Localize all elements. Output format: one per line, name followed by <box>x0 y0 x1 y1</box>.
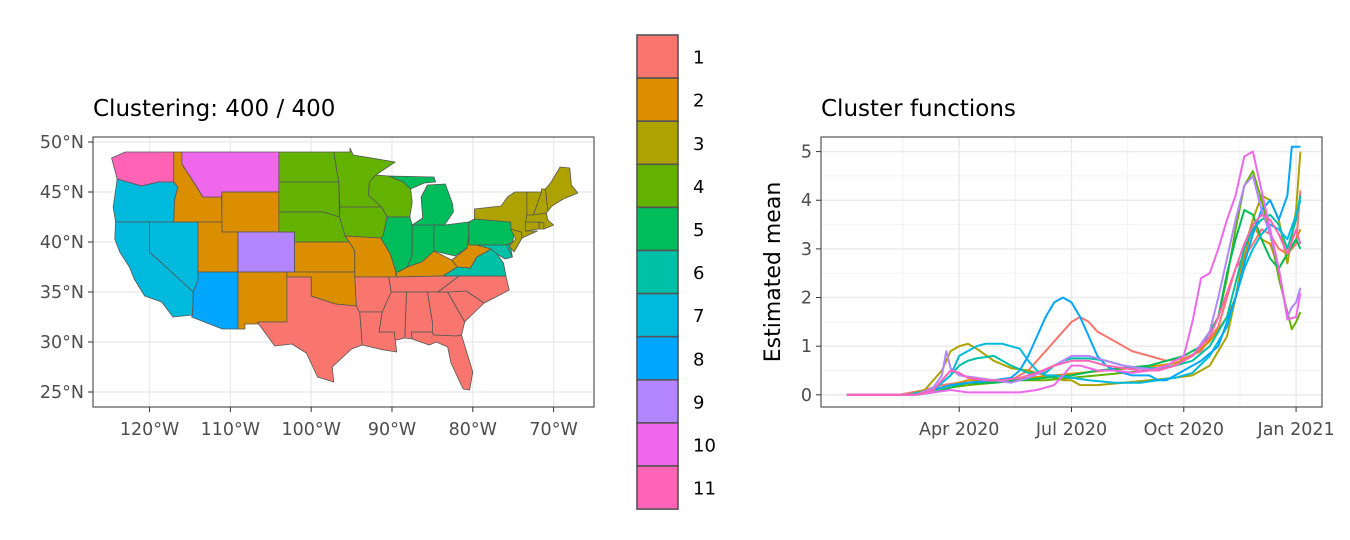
map-panel: Clustering: 400 / 400 50°N 45°N 40°N 35°N 30… <box>40 96 595 440</box>
series-line-cluster-2 <box>846 223 1302 396</box>
legend-label-1: 1 <box>693 48 704 69</box>
chart-y-tick-label: 4 <box>801 191 812 211</box>
state-me <box>545 166 579 212</box>
state-pa <box>468 218 516 246</box>
map-lat-tick-label: 25°N <box>40 383 84 403</box>
legend-label-8: 8 <box>693 349 704 370</box>
chart-y-tick-label: 1 <box>801 337 812 357</box>
state-az <box>191 271 239 330</box>
state-fl <box>411 331 474 391</box>
map-lat-tick-label: 50°N <box>40 133 84 153</box>
legend-label-9: 9 <box>693 392 704 413</box>
map-panel-border <box>92 136 595 408</box>
legend-swatch-6 <box>636 249 679 295</box>
legend-swatch-8 <box>636 335 679 381</box>
legend-swatch-3 <box>636 120 679 166</box>
map-lat-tick-label: 45°N <box>40 183 84 203</box>
chart-x-ticks: Apr 2020 Jul 2020 Oct 2020 Jan 2021 <box>919 407 1335 440</box>
chart-y-tick-label: 5 <box>801 143 812 163</box>
legend-label-6: 6 <box>693 263 704 284</box>
chart-x-tick-label: Apr 2020 <box>919 420 999 440</box>
legend-label-11: 11 <box>693 479 716 500</box>
map-lat-tick-label: 35°N <box>40 283 84 303</box>
chart-y-ticks: 0 1 2 3 4 5 <box>801 143 821 406</box>
map-longitude-ticks: 120°W 110°W 100°W 90°W 80°W 70°W <box>120 407 578 440</box>
legend-label-3: 3 <box>693 134 704 155</box>
map-lat-tick-label: 30°N <box>40 333 84 353</box>
legend-swatch-11 <box>636 465 679 510</box>
line-chart-panel: Cluster functions 0 1 2 3 4 5 Apr 2020 Jul 202… <box>761 96 1335 440</box>
chart-gridlines <box>821 137 1322 407</box>
state-mi-up <box>388 175 436 190</box>
legend-label-10: 10 <box>693 435 716 456</box>
map-lon-tick-label: 80°W <box>449 420 497 440</box>
legend-swatch-1 <box>636 34 679 79</box>
legend-swatch-10 <box>636 422 679 467</box>
map-lon-tick-label: 90°W <box>368 420 416 440</box>
state-ia <box>339 206 388 239</box>
state-co <box>237 231 295 273</box>
legend-swatch-9 <box>636 378 679 424</box>
chart-y-tick-label: 3 <box>801 240 812 260</box>
state-wy <box>221 191 280 233</box>
map-lon-tick-label: 70°W <box>529 420 577 440</box>
map-states <box>111 147 579 391</box>
series-line-cluster-10 <box>846 150 1302 396</box>
map-lon-tick-label: 100°W <box>281 420 340 440</box>
chart-x-tick-label: Oct 2020 <box>1144 420 1224 440</box>
map-lon-tick-label: 110°W <box>201 420 260 440</box>
chart-series-lines <box>846 145 1302 396</box>
legend-swatch-5 <box>636 206 679 252</box>
series-line-cluster-11 <box>846 213 1302 396</box>
state-ks <box>294 241 356 273</box>
legend-swatch-2 <box>636 77 679 122</box>
series-line-cluster-7 <box>846 199 1302 396</box>
state-nm <box>237 271 288 330</box>
chart-x-tick-label: Jan 2021 <box>1257 420 1335 440</box>
chart-y-axis-title: Estimated mean <box>761 182 786 363</box>
state-de <box>506 243 513 258</box>
state-ms <box>378 291 407 341</box>
legend-label-2: 2 <box>693 91 704 112</box>
state-or <box>112 178 179 223</box>
legend-label-7: 7 <box>693 306 704 327</box>
map-lat-tick-label: 40°N <box>40 233 84 253</box>
map-title: Clustering: 400 / 400 <box>93 96 335 122</box>
legend-label-5: 5 <box>693 220 704 241</box>
cluster-legend: 1 2 3 4 5 6 7 8 9 10 11 <box>636 34 716 510</box>
legend-label-4: 4 <box>693 177 704 198</box>
chart-y-tick-label: 2 <box>801 289 812 309</box>
chart-title: Cluster functions <box>821 96 1016 122</box>
legend-swatch-4 <box>636 163 679 209</box>
series-line-cluster-8 <box>846 145 1301 396</box>
chart-y-tick-label: 0 <box>801 386 812 406</box>
series-line-cluster-3 <box>846 151 1302 396</box>
chart-x-tick-label: Jul 2020 <box>1035 420 1107 440</box>
state-nd <box>278 151 340 183</box>
map-latitude-ticks: 50°N 45°N 40°N 35°N 30°N 25°N <box>40 133 93 403</box>
legend-swatch-7 <box>636 292 679 338</box>
map-lon-tick-label: 120°W <box>120 420 179 440</box>
state-ct <box>524 221 540 232</box>
